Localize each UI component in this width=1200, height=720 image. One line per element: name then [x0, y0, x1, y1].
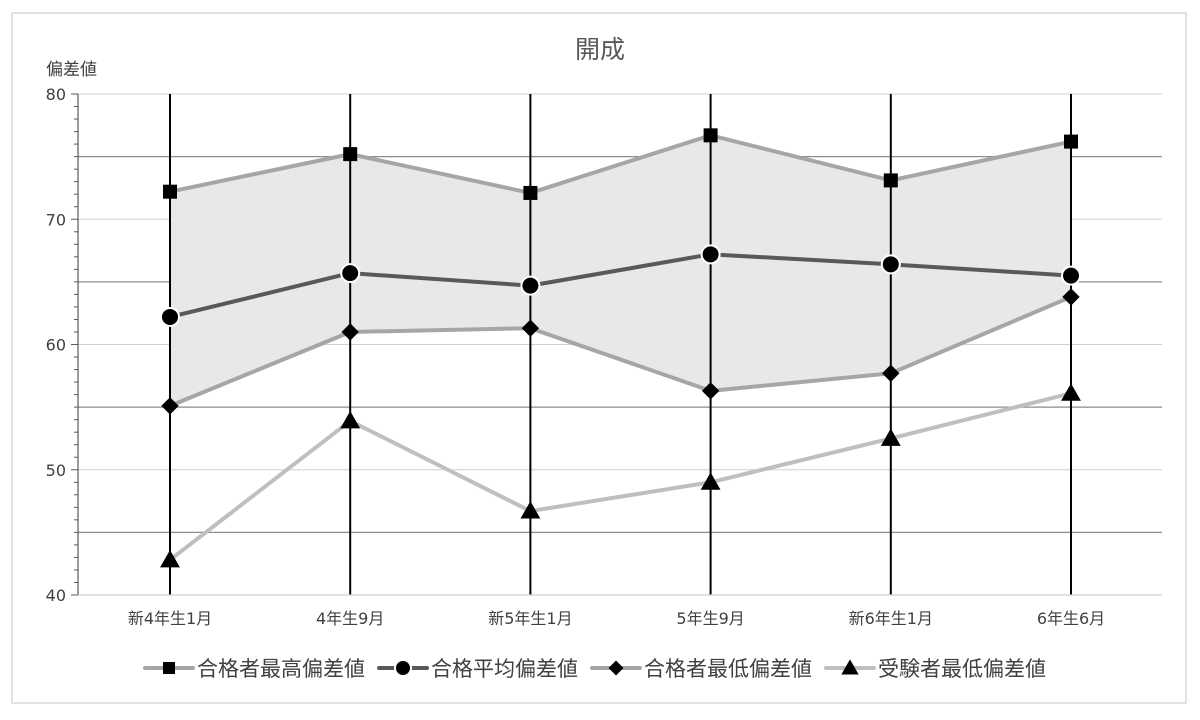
data-point-circle — [880, 254, 901, 275]
legend-marker — [841, 659, 859, 675]
data-point-square — [163, 184, 177, 199]
series-layer — [160, 128, 1081, 568]
data-point-triangle — [700, 472, 721, 490]
x-tick-label: 新4年生1月 — [128, 609, 212, 628]
legend: 合格者最高偏差値 合格平均偏差値 合格者最低偏差値 受験者最低偏差値 — [143, 657, 1046, 681]
data-point-diamond — [882, 364, 900, 382]
data-point-square — [703, 128, 718, 143]
legend-item: 合格平均偏差値 — [377, 657, 578, 681]
y-axis-label: 偏差値 — [46, 60, 97, 80]
data-point-square — [1064, 134, 1078, 149]
legend-marker — [394, 659, 412, 677]
y-tick-label: 60 — [46, 336, 66, 355]
series-line — [168, 133, 1073, 195]
data-point-triangle — [520, 501, 541, 519]
data-point-triangle — [1061, 383, 1081, 401]
data-point-diamond — [1062, 288, 1080, 306]
series-group — [161, 288, 1080, 415]
series-group — [160, 383, 1081, 568]
data-point-circle — [700, 244, 721, 265]
data-point-triangle — [160, 550, 180, 568]
x-tick-label: 6年生6月 — [1037, 609, 1105, 628]
y-tick-label: 40 — [46, 586, 66, 605]
data-point-triangle — [880, 428, 901, 446]
data-point-circle — [160, 306, 180, 327]
data-point-square — [523, 185, 538, 200]
data-point-circle — [340, 263, 361, 284]
y-tick-label: 50 — [46, 461, 66, 480]
data-point-circle — [520, 275, 541, 296]
data-point-triangle — [340, 410, 361, 429]
legend-label: 受験者最低偏差値 — [878, 657, 1046, 681]
series-line — [168, 391, 1073, 562]
chart-title: 開成 — [575, 35, 625, 64]
legend-marker — [163, 662, 175, 674]
x-tick-label: 4年生9月 — [316, 609, 384, 628]
series-line — [168, 294, 1073, 408]
legend-label: 合格平均偏差値 — [431, 657, 578, 681]
legend-item: 合格者最低偏差値 — [590, 657, 812, 681]
legend-label: 合格者最低偏差値 — [644, 657, 812, 681]
legend-item: 合格者最高偏差値 — [143, 657, 365, 681]
data-point-diamond — [161, 397, 179, 415]
legend-label: 合格者最高偏差値 — [197, 657, 365, 681]
y-tick-label: 80 — [46, 85, 66, 104]
data-point-circle — [1061, 265, 1081, 286]
data-point-diamond — [341, 323, 359, 341]
series-group — [163, 128, 1078, 200]
axes: 40 50 60 70 80 新4年生1月 4年生9月 新5年生1月 5年生9月 新6年生1月 6年… — [46, 85, 1162, 628]
series-group — [160, 244, 1081, 327]
series-line — [168, 252, 1073, 319]
legend-marker — [608, 660, 624, 676]
data-point-square — [883, 173, 898, 188]
data-point-diamond — [521, 319, 540, 337]
x-tick-label: 5年生9月 — [676, 609, 744, 628]
data-point-square — [343, 147, 358, 162]
data-point-diamond — [701, 382, 720, 400]
y-tick-label: 70 — [46, 210, 66, 229]
legend-item: 受験者最低偏差値 — [824, 657, 1046, 681]
x-tick-label: 新5年生1月 — [488, 609, 572, 628]
x-tick-label: 新6年生1月 — [849, 609, 933, 628]
